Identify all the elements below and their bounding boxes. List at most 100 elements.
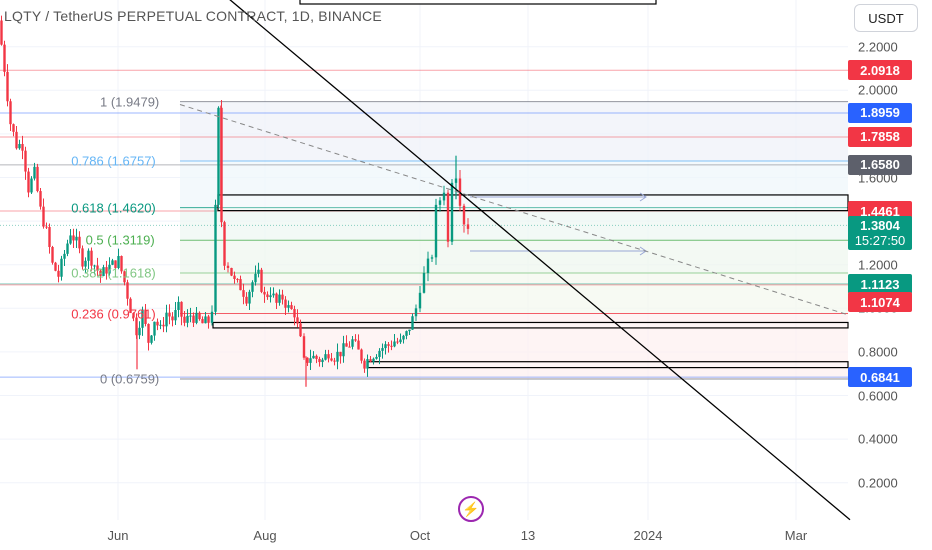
- candle-body: [54, 262, 57, 271]
- candle-body: [266, 294, 269, 298]
- currency-button[interactable]: USDT: [854, 4, 918, 32]
- lightning-icon[interactable]: ⚡: [458, 496, 484, 522]
- fib-label: 0.236 (0.9761): [71, 306, 156, 321]
- candle-body: [72, 235, 75, 241]
- candle-body: [36, 166, 39, 192]
- candle-body: [45, 226, 48, 228]
- fib-label: 1 (1.9479): [100, 94, 160, 110]
- candle-body: [233, 275, 236, 279]
- price-badge: 0.6841: [848, 367, 912, 388]
- candle-body: [434, 204, 438, 258]
- fib-label: 0.618 (1.4620): [71, 200, 156, 216]
- candle-body: [426, 258, 430, 273]
- x-axis-label: 2024: [633, 528, 663, 543]
- candle-body: [333, 360, 336, 362]
- y-axis-label: 0.8000: [858, 344, 898, 360]
- candle-body: [345, 343, 348, 347]
- candle-body: [402, 335, 405, 340]
- candle-body: [302, 336, 306, 358]
- candle-body: [90, 250, 93, 266]
- candle-body: [192, 315, 195, 323]
- candle-body: [165, 312, 168, 327]
- candle-body: [126, 282, 129, 299]
- candle-body: [159, 324, 162, 326]
- candle-body: [156, 321, 159, 326]
- candle-body: [393, 341, 396, 347]
- candle-body: [399, 339, 402, 343]
- candle-body: [324, 354, 327, 360]
- candle-body: [351, 339, 354, 347]
- candle-body: [330, 358, 333, 361]
- candle-body: [147, 323, 150, 343]
- candle-body: [96, 265, 99, 271]
- candle-body: [18, 144, 21, 149]
- candle-body: [318, 358, 321, 363]
- candle-body: [0, 20, 3, 45]
- y-axis-label: 2.0000: [858, 82, 898, 98]
- candle-body: [114, 260, 117, 268]
- candle-body: [336, 351, 339, 362]
- x-axis-label: Jun: [107, 528, 129, 543]
- candle-body: [81, 248, 84, 267]
- candle-body: [69, 235, 72, 244]
- candle-body: [138, 327, 141, 336]
- fib-label: 0.5 (1.3119): [85, 232, 155, 248]
- candle-body: [348, 346, 351, 348]
- candle-body: [42, 206, 45, 227]
- candle-body: [204, 316, 207, 324]
- fib-band: [180, 273, 848, 314]
- candle-body: [284, 299, 287, 308]
- candle-body: [48, 226, 51, 248]
- candle-body: [30, 178, 33, 193]
- candle-body: [230, 267, 233, 276]
- candle-body: [12, 124, 15, 132]
- candle-body: [405, 331, 408, 336]
- candle-body: [446, 192, 450, 242]
- candle-body: [381, 348, 384, 351]
- candle-body: [239, 279, 242, 291]
- candle-body: [63, 253, 66, 259]
- candle-body: [354, 339, 357, 341]
- price-badge: 1.1074: [848, 292, 912, 312]
- y-axis-label: 1.2000: [858, 257, 898, 273]
- candle-body: [217, 107, 220, 205]
- candle-body: [21, 144, 24, 151]
- candle-body: [223, 222, 226, 266]
- candle-body: [168, 312, 171, 317]
- candle-body: [290, 305, 293, 310]
- price-badge: 1.6580: [848, 154, 912, 175]
- candle-body: [312, 355, 315, 359]
- candle-body: [366, 359, 369, 369]
- candle-body: [269, 295, 272, 298]
- candle-body: [430, 257, 434, 259]
- candle-body: [387, 344, 390, 346]
- fib-band: [180, 240, 848, 274]
- candle-body: [396, 341, 399, 343]
- candle-body: [66, 243, 69, 254]
- candle-body: [438, 200, 442, 205]
- chart-title: LQTY / TetherUS PERPETUAL CONTRACT, 1D, …: [4, 8, 382, 24]
- x-axis-label: Aug: [253, 528, 277, 543]
- candle-body: [375, 356, 378, 359]
- candle-body: [162, 324, 165, 327]
- candle-body: [123, 271, 126, 283]
- candle-body: [254, 273, 257, 283]
- candle-body: [272, 293, 275, 296]
- candle-body: [339, 351, 342, 357]
- candle-body: [174, 309, 177, 321]
- projection-arrow-head: [639, 192, 647, 202]
- candle-body: [111, 260, 114, 265]
- candle-body: [78, 236, 81, 249]
- candle-body: [57, 270, 60, 277]
- candle-body: [207, 316, 210, 323]
- fib-band: [180, 207, 848, 241]
- candle-body: [414, 308, 418, 317]
- candle-body: [186, 315, 189, 323]
- candle-body: [87, 250, 90, 261]
- candle-body: [84, 260, 87, 267]
- candle-body: [422, 272, 426, 293]
- candle-body: [309, 358, 312, 363]
- candle-body: [102, 267, 105, 277]
- candle-body: [360, 349, 363, 361]
